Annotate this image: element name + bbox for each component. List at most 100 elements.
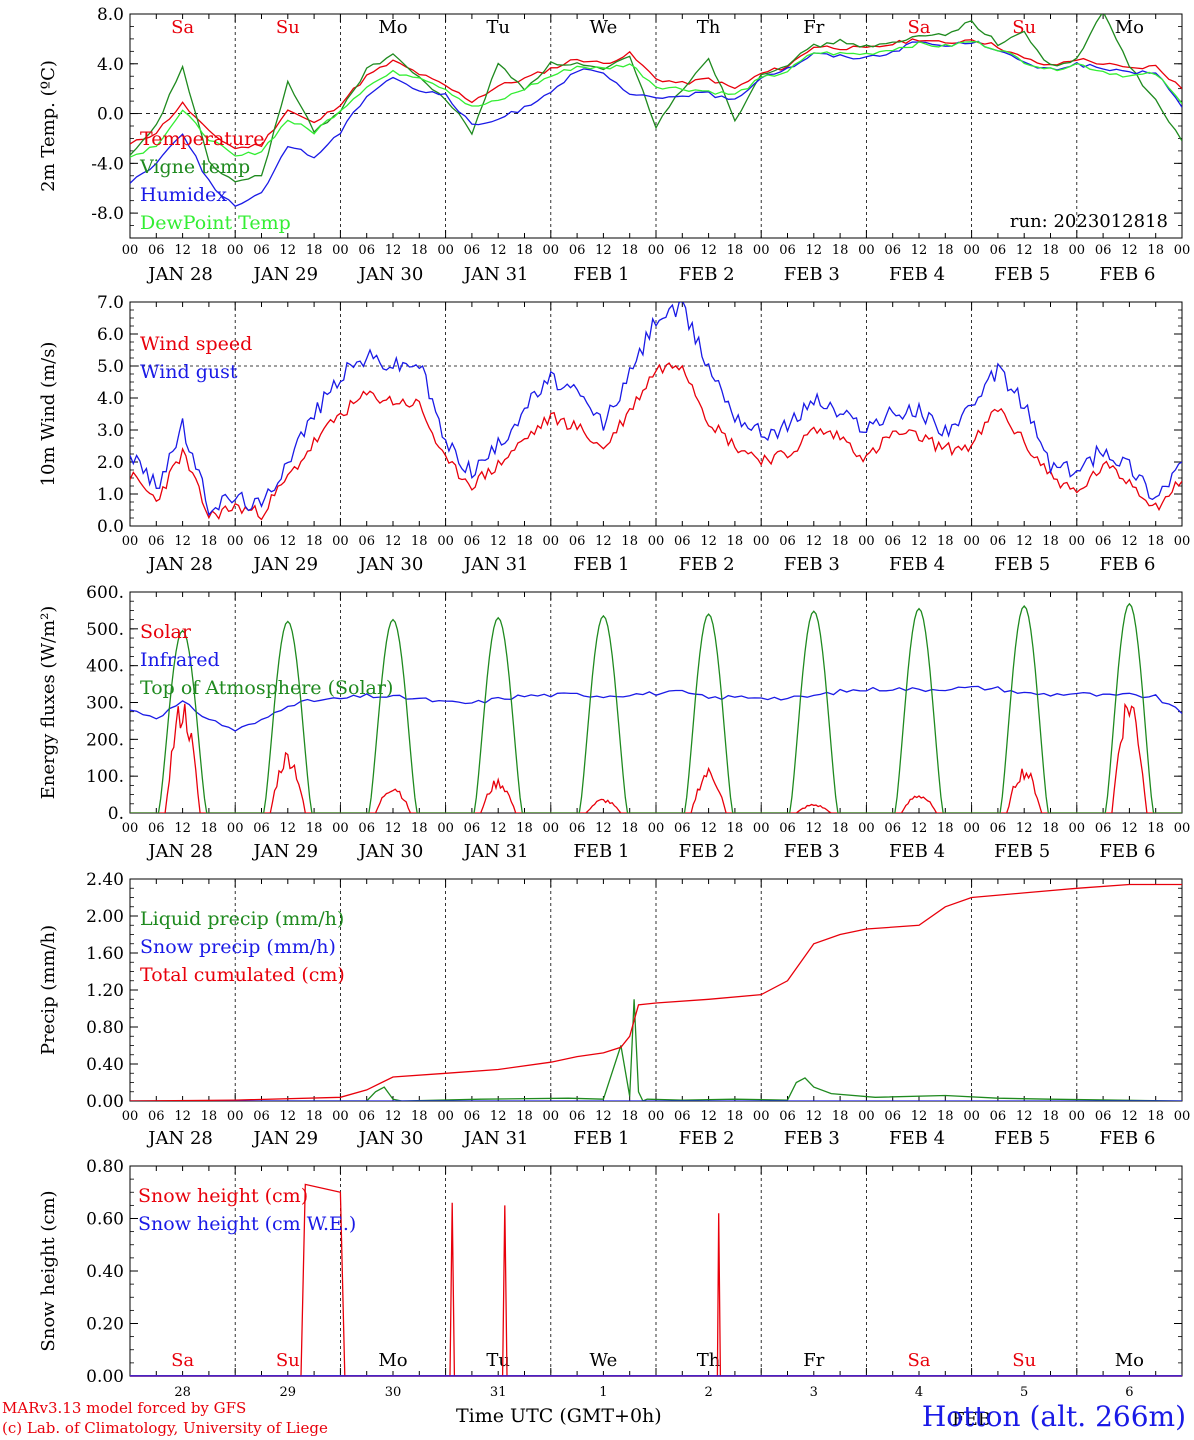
hour-label: 06 <box>990 534 1007 549</box>
hour-label: 06 <box>674 534 691 549</box>
series-line <box>130 883 1182 1101</box>
hour-label: 00 <box>858 243 875 258</box>
hour-label: 12 <box>806 243 823 258</box>
legend-entry: Snow height (cm W.E.) <box>138 1213 356 1235</box>
hour-label: 00 <box>1174 821 1191 836</box>
day-name: Mo <box>378 1350 407 1371</box>
day-name: Sa <box>907 17 930 38</box>
hour-label: 12 <box>1121 821 1138 836</box>
y-tick-label: 0.0 <box>97 105 124 125</box>
y-tick-label: 0.00 <box>86 1092 124 1112</box>
hour-label: 06 <box>990 1109 1007 1124</box>
hour-label: 00 <box>648 821 665 836</box>
y-tick-label: 0.40 <box>86 1262 124 1282</box>
hour-label: 12 <box>595 534 612 549</box>
day-name: Sa <box>171 17 194 38</box>
y-tick-label: -8.0 <box>91 204 124 224</box>
hour-label: 06 <box>990 821 1007 836</box>
day-name: Mo <box>378 17 407 38</box>
hour-label: 00 <box>543 534 560 549</box>
y-tick-label: 6.0 <box>97 325 124 345</box>
hour-label: 00 <box>963 821 980 836</box>
hour-label: 06 <box>464 243 481 258</box>
date-label: FEB 2 <box>679 264 735 285</box>
y-tick-label: 0.80 <box>86 1018 124 1038</box>
hour-label: 06 <box>884 534 901 549</box>
hour-label: 18 <box>1147 243 1164 258</box>
hour-label: 18 <box>1147 821 1164 836</box>
hour-label: 06 <box>358 534 375 549</box>
legend-entry: Snow height (cm) <box>138 1185 308 1207</box>
y-tick-label: 300. <box>86 694 124 714</box>
day-number: 29 <box>280 1385 297 1400</box>
hour-label: 00 <box>543 821 560 836</box>
hour-label: 00 <box>227 821 244 836</box>
date-label: JAN 30 <box>357 264 424 285</box>
hour-label: 00 <box>543 1109 560 1124</box>
y-tick-label: 0. <box>108 804 124 824</box>
hour-label: 12 <box>280 821 297 836</box>
hour-label: 18 <box>411 821 428 836</box>
date-label: FEB 4 <box>889 841 945 862</box>
hour-label: 12 <box>280 243 297 258</box>
hour-label: 00 <box>332 821 349 836</box>
y-axis-label: Energy fluxes (W/m²) <box>38 606 59 800</box>
panel-1: 8.0 4.0 0.0 -4.0 -8.0 2m Temp. (ºC) 00 06 12 18 JA… <box>38 5 1190 285</box>
hour-label: 00 <box>227 243 244 258</box>
y-tick-label: 2.40 <box>86 870 124 890</box>
hour-label: 18 <box>1042 243 1059 258</box>
hour-label: 12 <box>490 821 507 836</box>
hour-label: 18 <box>516 1109 533 1124</box>
series-line <box>130 1183 1182 1376</box>
series-line <box>130 362 1182 521</box>
y-axis-label: 10m Wind (m/s) <box>38 342 59 487</box>
legend-entry: Wind speed <box>140 333 252 355</box>
legend-entry: Temperature <box>140 128 264 150</box>
hour-label: 12 <box>911 821 928 836</box>
date-label: JAN 28 <box>146 554 213 575</box>
hour-label: 12 <box>806 534 823 549</box>
station-label: Hotton (alt. 266m) <box>921 1400 1186 1433</box>
hour-label: 06 <box>569 1109 586 1124</box>
date-label: JAN 28 <box>146 264 213 285</box>
hour-label: 06 <box>253 1109 270 1124</box>
date-label: FEB 4 <box>889 1128 945 1149</box>
legend-entry: Vigne temp <box>139 156 250 178</box>
y-tick-label: 200. <box>86 730 124 750</box>
hour-label: 06 <box>464 534 481 549</box>
hour-label: 06 <box>569 534 586 549</box>
date-label: FEB 2 <box>679 1128 735 1149</box>
hour-label: 00 <box>1174 1109 1191 1124</box>
hour-label: 18 <box>621 821 638 836</box>
hour-label: 18 <box>727 821 744 836</box>
hour-label: 18 <box>621 534 638 549</box>
hour-label: 18 <box>1147 534 1164 549</box>
hour-label: 00 <box>858 534 875 549</box>
hour-label: 18 <box>411 534 428 549</box>
hour-label: 00 <box>963 1109 980 1124</box>
date-label: JAN 31 <box>462 1128 529 1149</box>
hour-label: 12 <box>911 243 928 258</box>
day-number: 6 <box>1125 1385 1133 1400</box>
y-axis-label: Snow height (cm) <box>38 1190 59 1351</box>
hour-label: 00 <box>543 243 560 258</box>
day-name: Tu <box>486 17 510 38</box>
y-tick-label: 7.0 <box>97 293 124 313</box>
day-number: 30 <box>385 1385 402 1400</box>
hour-label: 06 <box>1095 821 1112 836</box>
hour-label: 12 <box>174 534 191 549</box>
hour-label: 12 <box>700 534 717 549</box>
panel-3: 600. 500. 400. 300. 200. 100. 0. Energy fluxes … <box>38 583 1190 862</box>
hour-label: 18 <box>411 243 428 258</box>
day-name: Th <box>697 1350 721 1371</box>
hour-label: 12 <box>1121 243 1138 258</box>
day-number: 3 <box>810 1385 818 1400</box>
hour-label: 00 <box>648 1109 665 1124</box>
hour-label: 18 <box>727 1109 744 1124</box>
y-tick-label: 600. <box>86 583 124 603</box>
day-number: 4 <box>915 1385 923 1400</box>
hour-label: 00 <box>1069 534 1086 549</box>
panel-frame <box>129 301 1183 527</box>
y-tick-label: 400. <box>86 657 124 677</box>
hour-label: 00 <box>963 534 980 549</box>
